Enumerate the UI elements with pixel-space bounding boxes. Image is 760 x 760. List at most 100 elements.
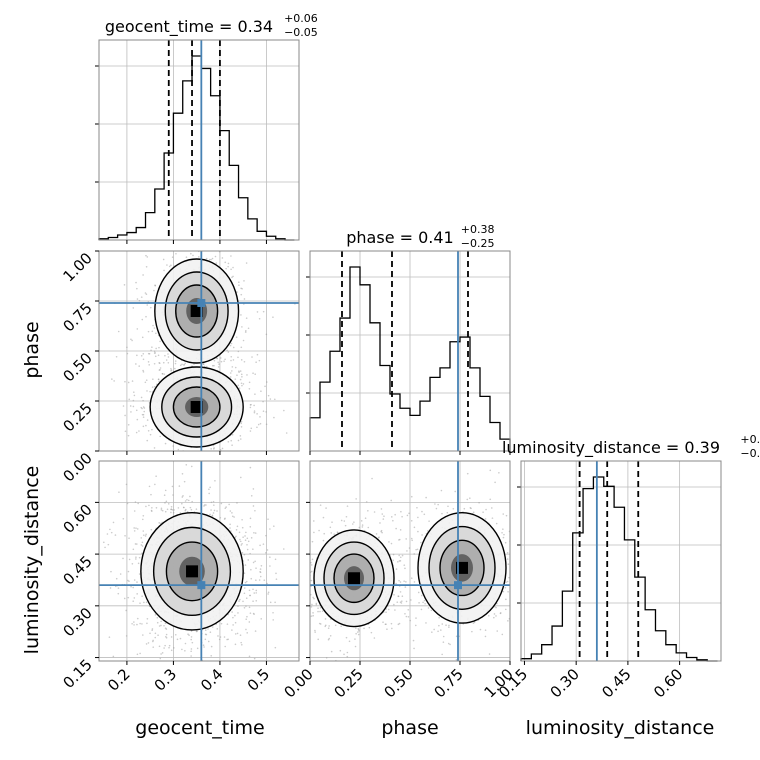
scatter-point bbox=[240, 293, 243, 296]
scatter-point bbox=[146, 304, 149, 306]
scatter-point bbox=[126, 352, 129, 355]
scatter-point bbox=[490, 507, 493, 509]
scatter-point bbox=[502, 590, 505, 593]
scatter-point bbox=[333, 533, 336, 535]
scatter-point bbox=[399, 529, 402, 531]
contour-line bbox=[175, 284, 219, 338]
scatter-point bbox=[406, 550, 408, 552]
x-axis-label-geocent-time: geocent_time bbox=[135, 717, 264, 739]
x-tick-label: 0.25 bbox=[330, 665, 366, 701]
scatter-point bbox=[243, 607, 246, 609]
scatter-point bbox=[133, 621, 135, 623]
scatter-point bbox=[511, 533, 513, 535]
scatter-point bbox=[140, 296, 143, 298]
scatter-point bbox=[196, 630, 198, 633]
scatter-point bbox=[493, 616, 495, 619]
scatter-point bbox=[109, 587, 112, 589]
scatter-point bbox=[425, 496, 427, 499]
scatter-point bbox=[185, 256, 188, 258]
scatter-point bbox=[204, 638, 207, 641]
scatter-point bbox=[246, 615, 248, 618]
scatter-point bbox=[447, 505, 449, 508]
panel-frame bbox=[520, 460, 722, 662]
scatter-point bbox=[154, 213, 156, 215]
scatter-point bbox=[409, 619, 412, 622]
scatter-point bbox=[250, 427, 253, 430]
scatter-point bbox=[157, 354, 160, 357]
scatter-point bbox=[183, 364, 185, 366]
scatter-point bbox=[189, 495, 191, 498]
scatter-point bbox=[128, 558, 131, 561]
scatter-point bbox=[148, 485, 151, 488]
scatter-point bbox=[164, 644, 166, 647]
scatter-point bbox=[334, 624, 337, 627]
scatter-point bbox=[112, 521, 115, 524]
scatter-point bbox=[161, 509, 164, 512]
scatter-point bbox=[141, 318, 144, 321]
scatter-point bbox=[240, 426, 243, 428]
scatter-point bbox=[305, 630, 307, 632]
scatter-point bbox=[478, 663, 480, 665]
scatter-point bbox=[406, 514, 409, 517]
scatter-point bbox=[265, 333, 268, 336]
scatter-point bbox=[241, 518, 243, 521]
scatter-point bbox=[504, 541, 507, 544]
scatter-point bbox=[248, 621, 251, 623]
scatter-point bbox=[507, 590, 509, 593]
scatter-point bbox=[266, 582, 268, 585]
scatter-point bbox=[185, 463, 188, 466]
scatter-point bbox=[401, 515, 403, 518]
scatter-point bbox=[249, 612, 252, 614]
scatter-point bbox=[441, 653, 443, 656]
scatter-point bbox=[234, 614, 236, 617]
scatter-point bbox=[434, 503, 436, 505]
scatter-point bbox=[229, 510, 232, 512]
scatter-point bbox=[354, 645, 357, 648]
scatter-point bbox=[128, 537, 130, 539]
joint-panel-geocent-time-vs-luminosity-distance: 0.2 0.3 0.4 0.5 0.15 0.30 0.45 0.60 bbox=[59, 460, 300, 695]
scatter-point bbox=[144, 292, 147, 294]
scatter-point bbox=[181, 648, 183, 651]
x-tick-label: 0.00 bbox=[280, 665, 316, 701]
scatter-point bbox=[331, 521, 333, 523]
scatter-point bbox=[138, 365, 141, 367]
scatter-point bbox=[217, 635, 219, 637]
scatter-point bbox=[305, 545, 307, 547]
scatter-point bbox=[484, 635, 487, 638]
y-tick-label: 0.15 bbox=[59, 656, 95, 692]
scatter-point bbox=[329, 526, 332, 529]
scatter-point bbox=[154, 352, 156, 354]
scatter-point bbox=[219, 516, 222, 519]
scatter-point bbox=[313, 597, 315, 600]
x-tick-label: 0.5 bbox=[244, 665, 274, 695]
scatter-point bbox=[236, 374, 238, 377]
scatter-point bbox=[313, 531, 315, 534]
scatter-point bbox=[156, 616, 159, 619]
scatter-point bbox=[269, 398, 272, 400]
scatter-point bbox=[255, 599, 258, 602]
scatter-point bbox=[238, 370, 240, 372]
scatter-point bbox=[504, 586, 507, 589]
scatter-point bbox=[209, 486, 211, 489]
marginal-panel-geocent-time: geocent_time = 0.34 +0.06−0.05 bbox=[95, 12, 318, 244]
scatter-point bbox=[470, 507, 472, 510]
scatter-point bbox=[392, 553, 395, 556]
scatter-point bbox=[526, 565, 528, 567]
scatter-point bbox=[111, 378, 113, 380]
scatter-point bbox=[147, 352, 150, 355]
scatter-point bbox=[505, 598, 507, 601]
scatter-point bbox=[236, 632, 239, 635]
scatter-point bbox=[147, 429, 150, 432]
scatter-point bbox=[392, 519, 394, 522]
scatter-point bbox=[241, 542, 243, 545]
y-axis-label-phase: phase bbox=[21, 321, 43, 378]
scatter-point bbox=[153, 385, 156, 388]
scatter-point bbox=[213, 447, 215, 449]
scatter-point bbox=[127, 579, 129, 582]
scatter-point bbox=[318, 622, 321, 625]
scatter-point bbox=[223, 360, 225, 362]
scatter-point bbox=[204, 669, 206, 671]
scatter-point bbox=[273, 398, 276, 401]
scatter-point bbox=[407, 609, 410, 611]
scatter-point bbox=[239, 378, 242, 381]
